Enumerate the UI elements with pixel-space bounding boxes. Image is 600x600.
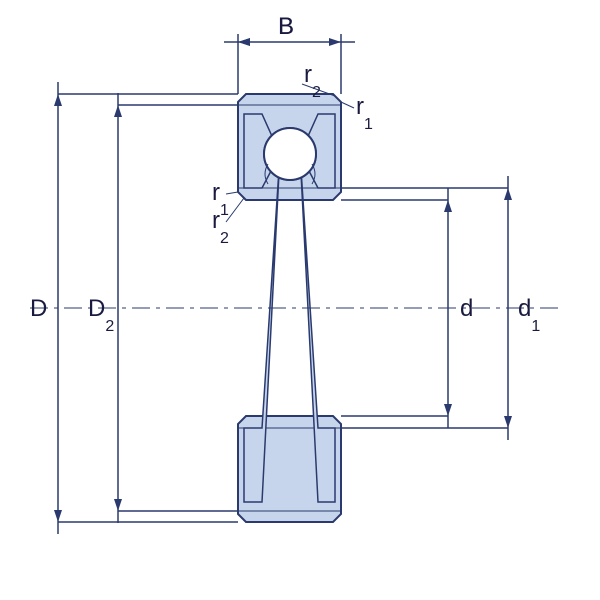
ball [264, 128, 316, 180]
dim-label-B: B [278, 13, 294, 40]
arrowhead-icon [504, 188, 512, 200]
leader-line [226, 192, 238, 194]
arrowhead-icon [114, 499, 122, 511]
r-label-r1_top: r1 [356, 93, 373, 133]
dim-label-D2: D2 [88, 295, 114, 335]
arrowhead-icon [54, 510, 62, 522]
arrowhead-icon [114, 105, 122, 117]
arrowhead-icon [329, 38, 341, 46]
arrowhead-icon [444, 200, 452, 212]
arrowhead-icon [54, 94, 62, 106]
leader-line [341, 102, 354, 108]
dim-label-d1: d1 [518, 295, 540, 335]
dim-label-D: D [30, 295, 47, 322]
arrowhead-icon [504, 416, 512, 428]
arrowhead-icon [238, 38, 250, 46]
arrowhead-icon [444, 404, 452, 416]
dim-label-d: d [460, 295, 473, 322]
bearing-cross-section-diagram: BDD2dd1Br2r1r1r2 [0, 0, 600, 600]
